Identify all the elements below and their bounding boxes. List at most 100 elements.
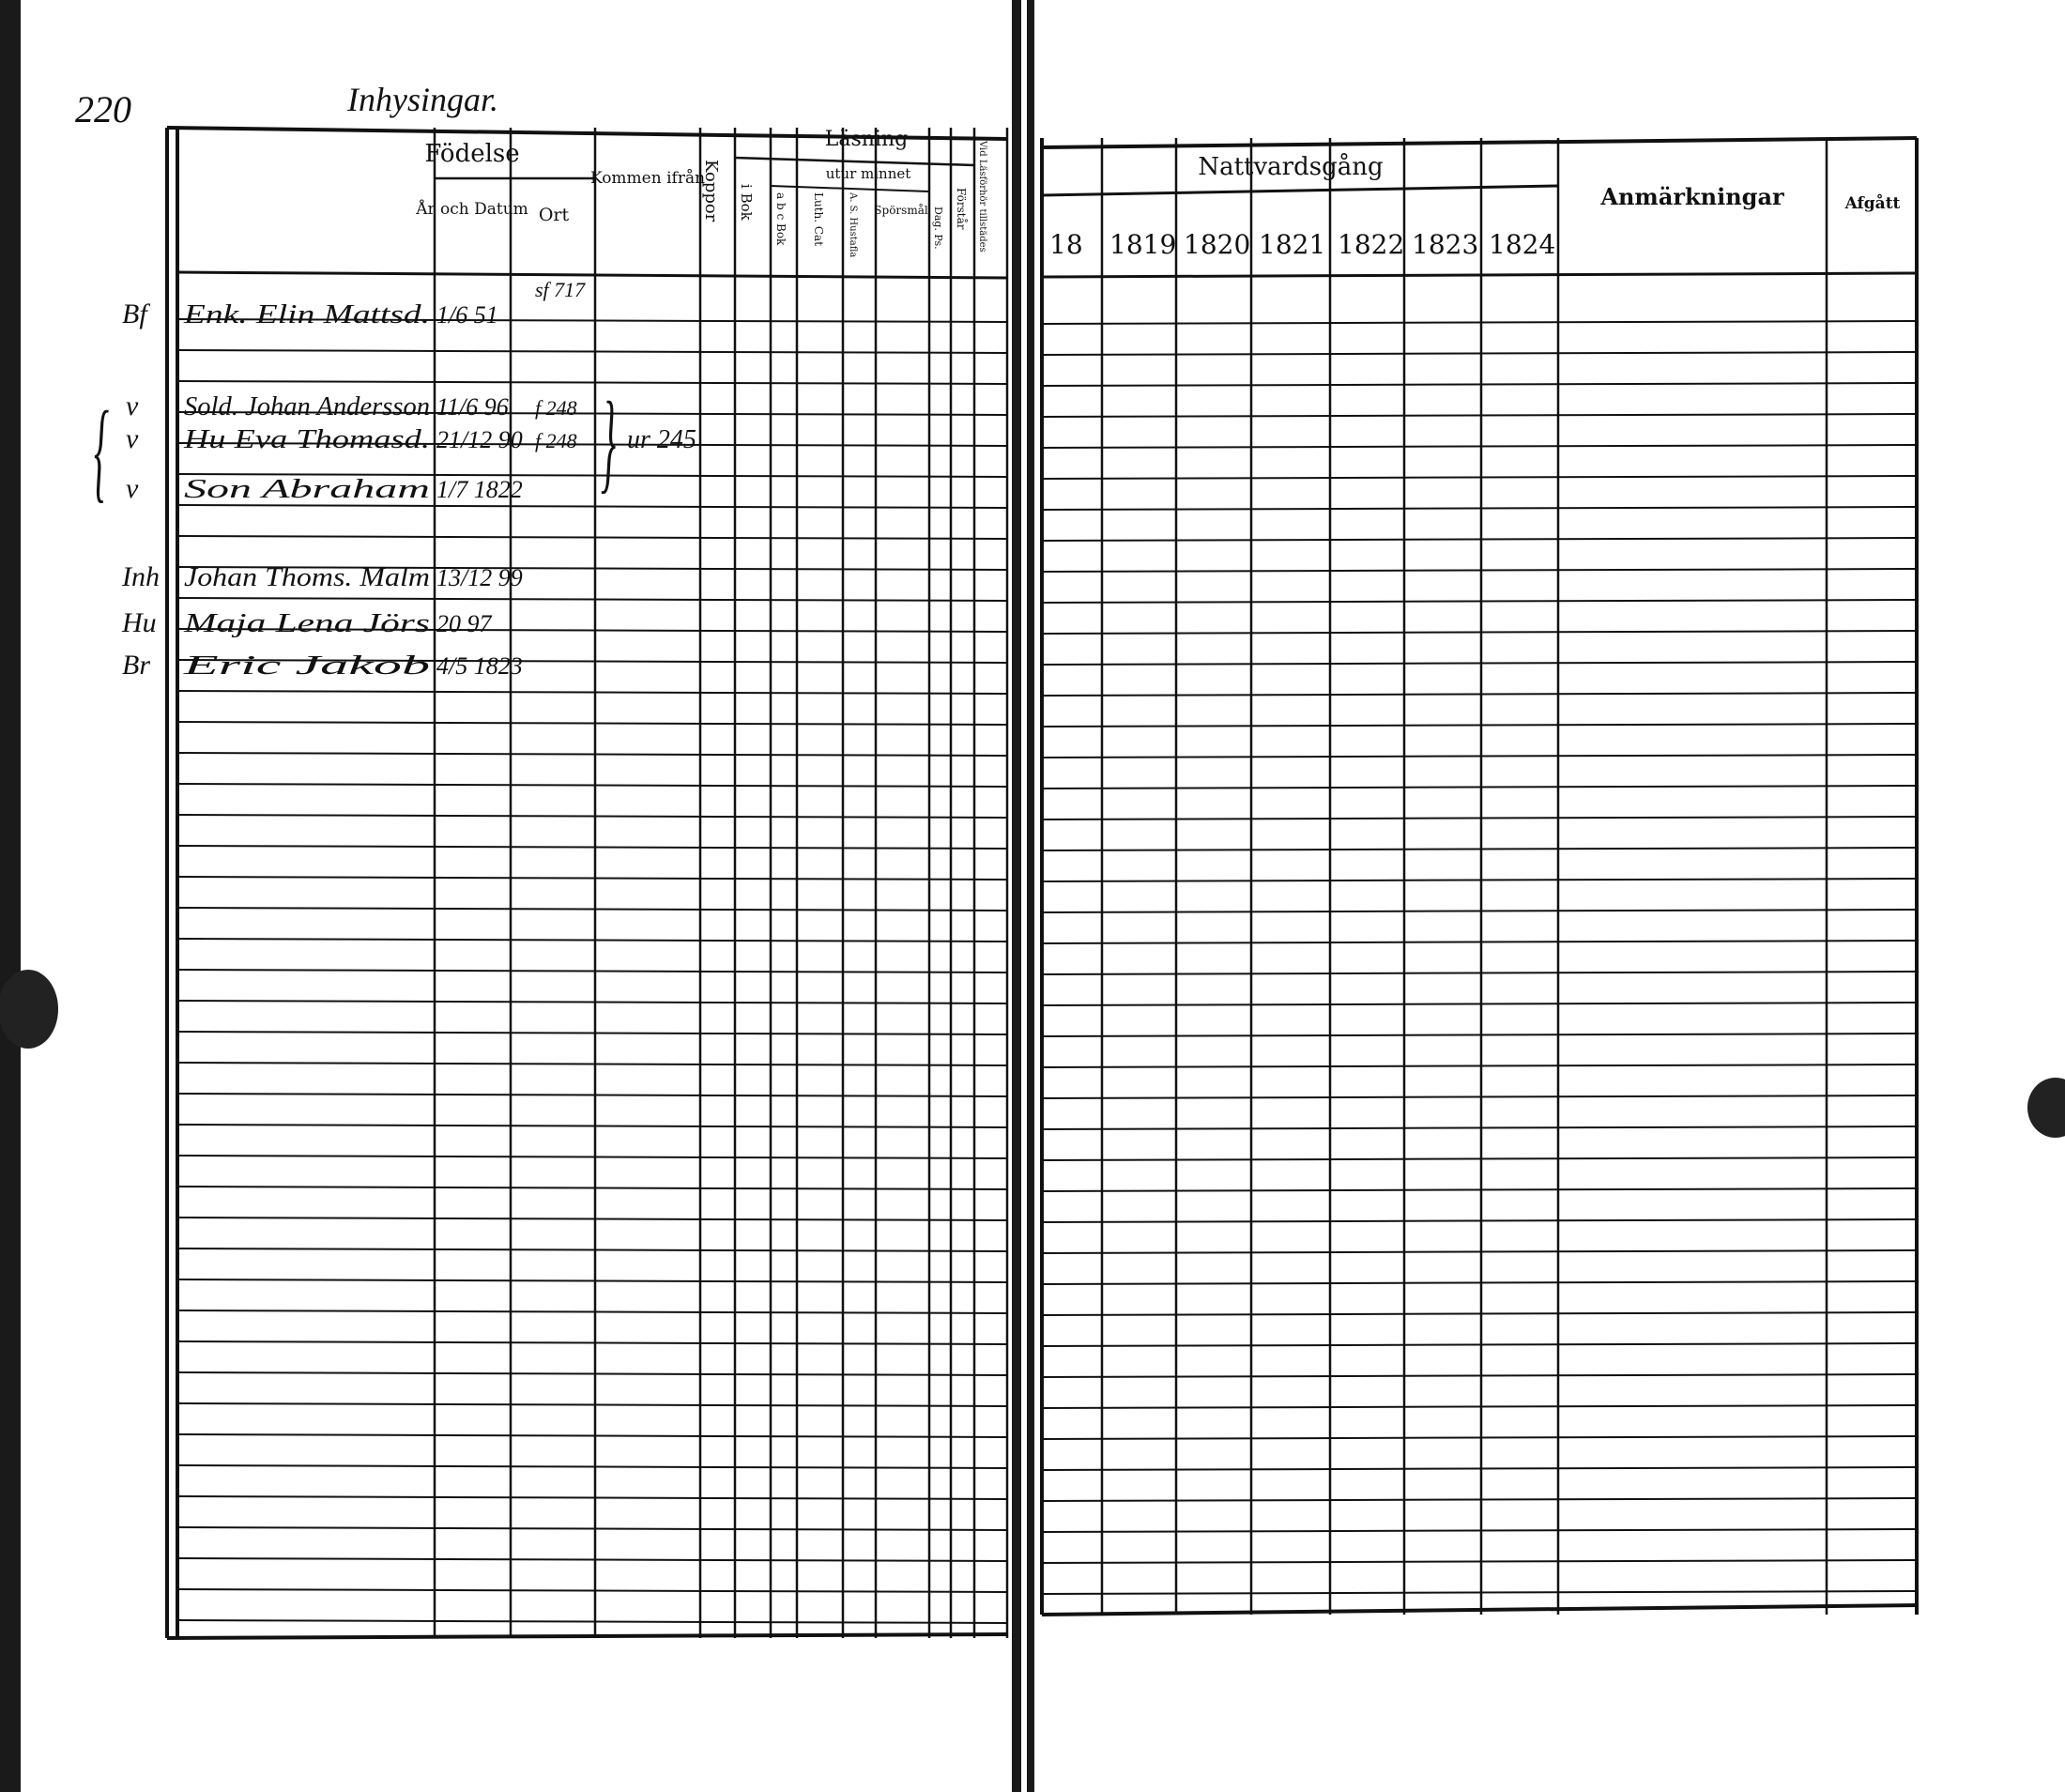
year-header: 1820 (1184, 229, 1250, 260)
entry-prefix: v (126, 473, 139, 504)
table-row: v Hu Eva Thomasd. 21/12 90 f 248 ur 245 (126, 423, 696, 454)
left-row-rule (176, 1588, 1008, 1593)
left-row-rule (176, 1217, 1008, 1221)
left-row-rule (176, 1248, 1008, 1252)
left-row-rule (176, 752, 1008, 757)
header-hustafla: A. S. Hustafla (848, 191, 858, 257)
year-headers: 18 1819 1820 1821 1822 1823 1824 (1049, 229, 1555, 260)
left-row-rule (176, 442, 1008, 447)
entry-birth-date: 21/12 90 (436, 426, 523, 453)
entry-birth-place: f 248 (535, 429, 577, 452)
left-header-bottom-rule (176, 270, 1008, 280)
left-row-rule (176, 1031, 1008, 1035)
entry-birth-date: 1/6 51 (436, 301, 498, 329)
right-row-rule (1041, 1435, 1918, 1440)
right-row-rule (1041, 1404, 1918, 1409)
left-row-rule (176, 1000, 1008, 1004)
right-row-rule (1041, 444, 1918, 449)
left-row-rule (176, 814, 1008, 819)
entry-prefix: Bf (122, 299, 150, 329)
register-entries: Bf Enk. Elin Mattsd. 1/6 51 sf 717 v Sold. Jo… (121, 278, 696, 681)
left-row-rule (176, 597, 1008, 602)
table-row: Br Eric Jakob 4/5 1823 (122, 650, 523, 681)
left-row-rule (176, 659, 1008, 664)
header-sporsmal: Spörsmål (874, 203, 928, 217)
entry-name: Enk. Elin Mattsd. (183, 300, 430, 329)
binding-hole-left (0, 970, 58, 1049)
header-i-bok: i Bok (738, 184, 755, 222)
left-row-rule (176, 1279, 1008, 1283)
right-row-rule (1041, 1280, 1918, 1285)
left-row-rule (176, 1464, 1008, 1469)
left-row-rule (176, 907, 1008, 911)
right-row-rule (1041, 1559, 1918, 1564)
right-row-rule (1041, 599, 1918, 604)
entry-birth-place: f 248 (535, 396, 577, 420)
header-koppor: Koppor (701, 160, 721, 222)
left-row-rule (176, 380, 1008, 385)
right-row-rule (1041, 1590, 1918, 1595)
left-row-rule (176, 1557, 1008, 1562)
left-row-rule (176, 1093, 1008, 1097)
right-row-rule (1041, 1126, 1918, 1130)
nattvard-sub-rule (1041, 184, 1559, 197)
right-row-rule (1041, 475, 1918, 480)
left-row-rule (176, 1371, 1008, 1376)
header-ort: Ort (539, 205, 570, 225)
left-row-rule (176, 411, 1008, 416)
left-row-rule (176, 969, 1008, 973)
left-row-rule (176, 690, 1008, 695)
right-row-rule (1041, 909, 1918, 913)
left-row-rule (176, 628, 1008, 633)
right-row-rule (1041, 1156, 1918, 1161)
left-bottom-rule (166, 1632, 1008, 1640)
right-row-rule (1041, 351, 1918, 356)
left-row-rule (176, 845, 1008, 850)
left-row-rule (176, 1526, 1008, 1531)
right-row-rule (1041, 723, 1918, 728)
left-row-rule (176, 1062, 1008, 1066)
right-row-rule (1041, 661, 1918, 666)
table-row: v Son Abraham 1/7 1822 (126, 473, 523, 504)
right-row-rule (1041, 878, 1918, 882)
left-row-rule (176, 876, 1008, 881)
table-grid (165, 126, 1919, 1640)
left-row-rule (176, 473, 1008, 478)
header-dag-ps: Dag. Ps. (932, 207, 944, 250)
right-row-rule (1041, 785, 1918, 789)
entry-prefix: v (126, 391, 139, 421)
left-row-rule (176, 938, 1008, 942)
binding-gap (1021, 0, 1027, 1792)
right-row-rule (1041, 1311, 1918, 1316)
entry-birth-date: 11/6 96 (436, 393, 509, 421)
right-row-rule (1041, 537, 1918, 542)
left-row-rule (176, 504, 1008, 509)
right-row-rule (1041, 320, 1918, 325)
header-utur-minnet: utur minnet (826, 165, 911, 182)
right-row-rule (1041, 1373, 1918, 1378)
header-nattvardsgang: Nattvardsgång (1198, 152, 1383, 181)
entry-name: Maja Lena Jörs (183, 609, 431, 638)
header-afgatt: Afgått (1844, 193, 1901, 213)
right-row-rule (1041, 1033, 1918, 1037)
group-brace: } (601, 379, 616, 504)
left-row-rule (176, 721, 1008, 726)
binding-hole-right (2027, 1078, 2065, 1138)
right-top-rule (1041, 136, 1918, 149)
year-header: 1822 (1338, 229, 1404, 260)
table-row: v Sold. Johan Andersson 11/6 96 f 248 (126, 391, 577, 421)
right-row-rule (1041, 1249, 1918, 1254)
left-row-rule (176, 1495, 1008, 1500)
right-row-rule (1041, 630, 1918, 635)
left-row-rule (176, 318, 1008, 323)
entry-name: Sold. Johan Andersson (184, 392, 430, 421)
left-row-rule (176, 1155, 1008, 1159)
entry-prefix: v (126, 423, 139, 454)
right-row-rule (1041, 1095, 1918, 1099)
section-title: Inhysingar. (346, 81, 498, 118)
left-row-rule (176, 1402, 1008, 1407)
right-row-rule (1041, 1187, 1918, 1192)
right-row-rule (1041, 506, 1918, 511)
